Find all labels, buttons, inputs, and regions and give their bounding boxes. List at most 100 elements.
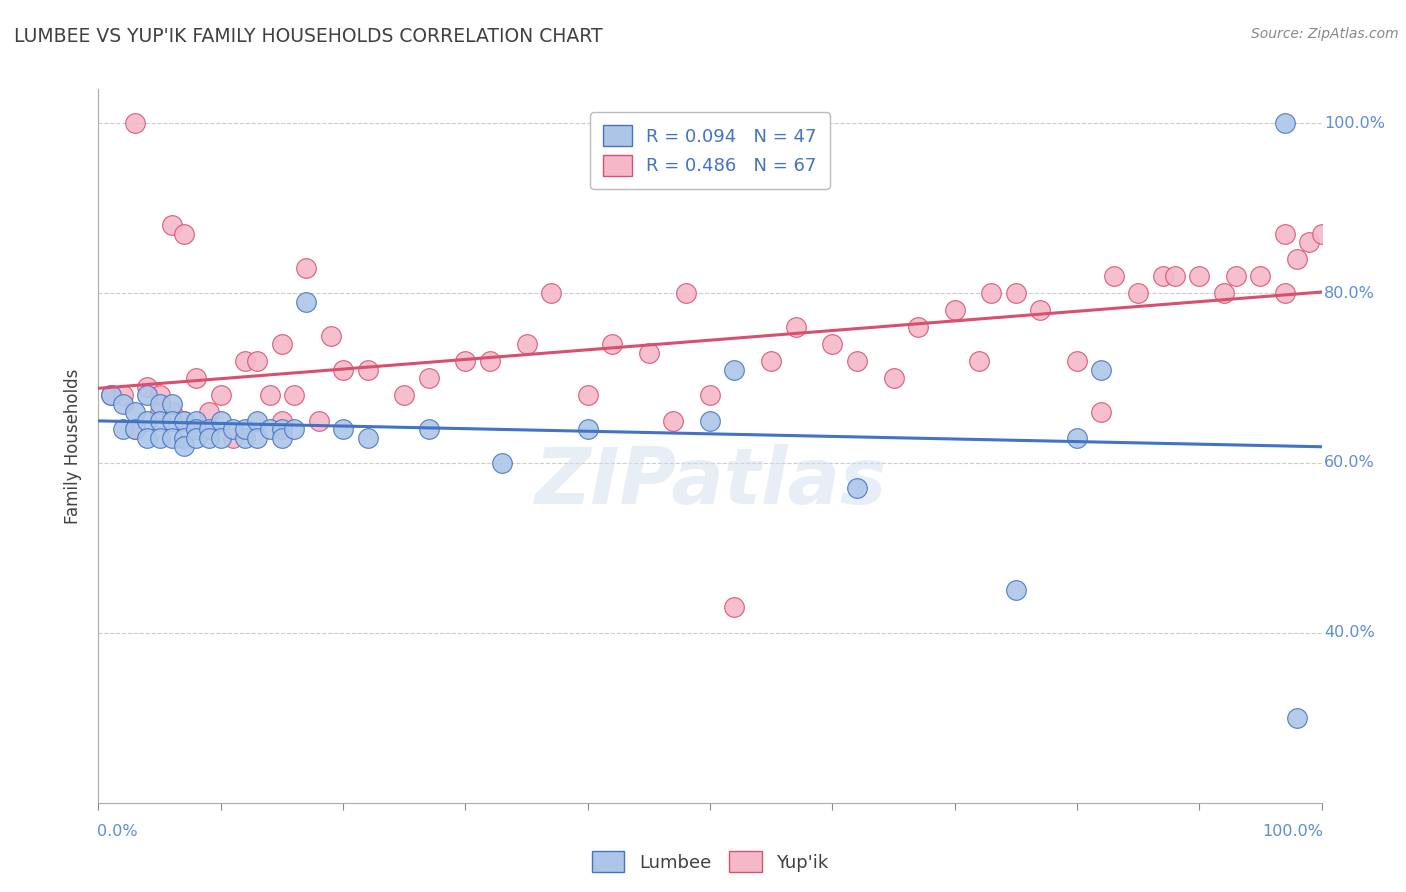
Point — [149, 413, 172, 427]
Point — [308, 413, 330, 427]
Point — [186, 422, 208, 436]
Point — [1152, 269, 1174, 284]
Point — [1212, 286, 1234, 301]
Point — [478, 354, 501, 368]
Point — [1188, 269, 1211, 284]
Point — [1004, 286, 1026, 301]
Point — [454, 354, 477, 368]
Point — [1066, 354, 1088, 368]
Point — [699, 388, 721, 402]
Point — [160, 430, 183, 444]
Point — [173, 413, 195, 427]
Point — [186, 430, 208, 444]
Point — [124, 405, 146, 419]
Point — [1164, 269, 1187, 284]
Text: 100.0%: 100.0% — [1324, 116, 1385, 131]
Point — [1274, 286, 1296, 301]
Point — [160, 218, 183, 232]
Point — [540, 286, 562, 301]
Point — [319, 328, 342, 343]
Point — [392, 388, 416, 402]
Point — [1090, 362, 1112, 376]
Point — [356, 362, 378, 376]
Point — [209, 413, 232, 427]
Point — [675, 286, 697, 301]
Point — [943, 303, 966, 318]
Point — [149, 388, 172, 402]
Point — [1004, 583, 1026, 598]
Point — [197, 430, 219, 444]
Point — [1310, 227, 1333, 241]
Point — [160, 405, 183, 419]
Point — [295, 260, 318, 275]
Point — [149, 430, 172, 444]
Point — [246, 430, 269, 444]
Point — [283, 422, 305, 436]
Point — [173, 227, 195, 241]
Point — [209, 388, 232, 402]
Point — [283, 388, 305, 402]
Point — [1090, 405, 1112, 419]
Point — [246, 413, 269, 427]
Point — [111, 422, 134, 436]
Point — [332, 362, 354, 376]
Text: LUMBEE VS YUP'IK FAMILY HOUSEHOLDS CORRELATION CHART: LUMBEE VS YUP'IK FAMILY HOUSEHOLDS CORRE… — [14, 27, 603, 45]
Point — [222, 430, 245, 444]
Point — [295, 294, 318, 309]
Point — [600, 337, 623, 351]
Point — [883, 371, 905, 385]
Point — [332, 422, 354, 436]
Point — [259, 388, 281, 402]
Point — [1225, 269, 1247, 284]
Point — [100, 388, 122, 402]
Text: Source: ZipAtlas.com: Source: ZipAtlas.com — [1251, 27, 1399, 41]
Point — [418, 371, 440, 385]
Point — [136, 388, 159, 402]
Point — [270, 422, 294, 436]
Point — [173, 413, 195, 427]
Point — [785, 320, 807, 334]
Point — [576, 422, 599, 436]
Point — [1128, 286, 1150, 301]
Point — [209, 430, 232, 444]
Point — [1286, 252, 1309, 266]
Point — [173, 439, 195, 453]
Point — [491, 456, 513, 470]
Point — [723, 600, 745, 615]
Point — [662, 413, 685, 427]
Point — [1029, 303, 1052, 318]
Point — [100, 388, 122, 402]
Point — [821, 337, 844, 351]
Point — [270, 337, 294, 351]
Point — [845, 482, 868, 496]
Point — [515, 337, 537, 351]
Point — [1298, 235, 1320, 249]
Point — [233, 430, 256, 444]
Point — [1274, 227, 1296, 241]
Point — [1102, 269, 1125, 284]
Point — [845, 354, 868, 368]
Text: 80.0%: 80.0% — [1324, 285, 1375, 301]
Text: 100.0%: 100.0% — [1261, 824, 1323, 839]
Text: 40.0%: 40.0% — [1324, 625, 1375, 640]
Point — [761, 354, 783, 368]
Point — [124, 422, 146, 436]
Text: ZIPatlas: ZIPatlas — [534, 443, 886, 520]
Point — [160, 413, 183, 427]
Point — [124, 116, 146, 130]
Point — [186, 422, 208, 436]
Point — [233, 354, 256, 368]
Point — [186, 413, 208, 427]
Point — [1066, 430, 1088, 444]
Point — [149, 405, 172, 419]
Point — [576, 388, 599, 402]
Point — [1274, 116, 1296, 130]
Point — [197, 422, 219, 436]
Point — [197, 405, 219, 419]
Point — [1286, 711, 1309, 725]
Point — [699, 413, 721, 427]
Point — [980, 286, 1002, 301]
Point — [270, 413, 294, 427]
Point — [186, 371, 208, 385]
Point — [637, 345, 661, 359]
